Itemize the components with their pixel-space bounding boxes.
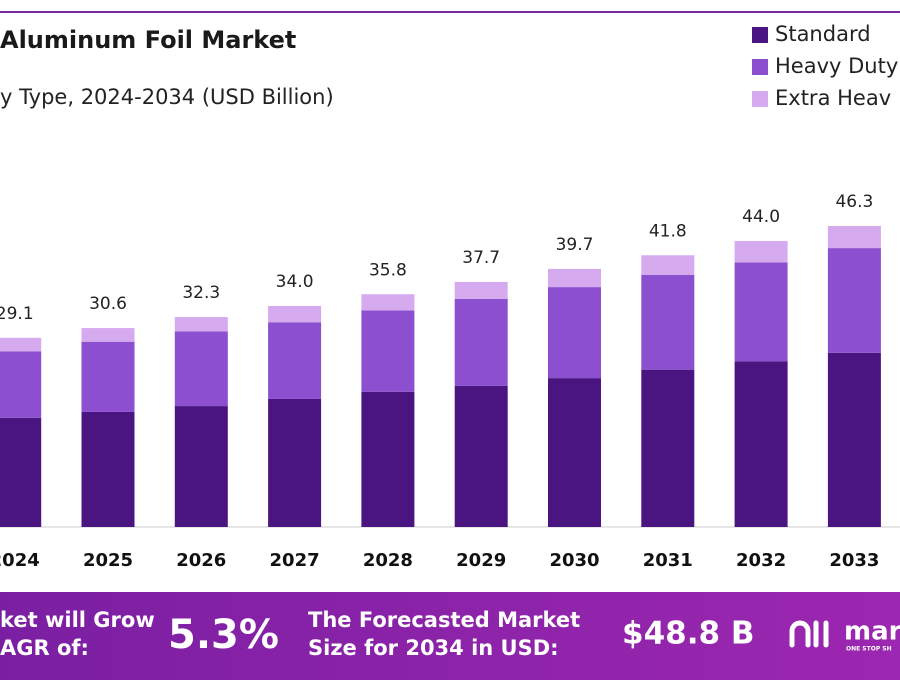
x-tick-label: 2025: [83, 550, 133, 571]
total-label: 32.3: [182, 283, 220, 303]
legend-swatch: [752, 27, 768, 43]
total-label: 34.0: [276, 272, 314, 292]
legend-swatch: [752, 91, 768, 107]
total-label: 30.6: [89, 294, 127, 314]
legend-label: Heavy Duty: [775, 54, 898, 78]
bar-segment: [827, 226, 881, 249]
bar-segment: [734, 361, 788, 527]
chart-title: Aluminum Foil Market: [0, 26, 296, 54]
total-label: 44.0: [742, 207, 780, 227]
bar-segment: [0, 337, 42, 352]
bar-segment: [361, 391, 415, 527]
logo-icon: [789, 620, 829, 648]
forecast-value: $48.8 B: [622, 616, 754, 652]
banner-text: Size for 2034 in USD:: [308, 636, 559, 660]
x-tick-label: 2027: [270, 550, 320, 571]
bar-segment: [81, 411, 135, 527]
banner-text: AGR of:: [0, 636, 89, 660]
x-tick-label: 2029: [456, 550, 506, 571]
bar-segment: [268, 305, 322, 323]
bar-segment: [641, 255, 695, 275]
legend-label: Extra Heav: [775, 86, 891, 110]
banner: [0, 592, 900, 680]
legend-swatch: [752, 59, 768, 75]
bar-segment: [268, 398, 322, 527]
bar-segment: [0, 351, 42, 418]
x-tick-label: 2033: [829, 550, 879, 571]
banner-text: ket will Grow: [0, 608, 155, 632]
bar-segment: [548, 287, 601, 379]
x-tick-label: 2030: [549, 550, 599, 571]
logo-text: mar: [844, 617, 900, 647]
x-tick-label: 2024: [0, 550, 40, 571]
bar-segment: [548, 378, 601, 527]
bar-segment: [827, 352, 881, 527]
total-label: 29.1: [0, 304, 34, 324]
bar-segment: [361, 294, 415, 311]
bar-segment: [81, 341, 135, 412]
chart-subtitle: y Type, 2024-2034 (USD Billion): [0, 85, 334, 109]
bar-segment: [827, 248, 881, 353]
total-label: 35.8: [369, 260, 407, 280]
total-label: 37.7: [462, 248, 500, 268]
bar-segment: [81, 328, 135, 342]
bar-segment: [174, 406, 228, 527]
bar-segment: [361, 310, 415, 392]
bar-segment: [641, 274, 695, 370]
bar-segment: [548, 268, 601, 288]
bar-segment: [174, 331, 228, 407]
bar-segment: [454, 385, 508, 527]
x-tick-label: 2026: [176, 550, 226, 571]
x-tick-label: 2028: [363, 550, 413, 571]
bar-segment: [454, 281, 508, 299]
legend-label: Standard: [775, 22, 871, 46]
total-label: 46.3: [835, 192, 873, 212]
total-label: 41.8: [649, 221, 687, 241]
x-tick-label: 2032: [736, 550, 786, 571]
bar-segment: [734, 240, 788, 263]
total-label: 39.7: [556, 235, 594, 255]
logo-tagline: ONE STOP SH: [846, 646, 892, 653]
cagr-value: 5.3%: [168, 612, 279, 658]
bar-segment: [734, 262, 788, 362]
bar-segment: [454, 298, 508, 386]
bar-segment: [641, 369, 695, 527]
banner-text: The Forecasted Market: [308, 608, 580, 632]
bar-segment: [268, 322, 322, 399]
x-tick-label: 2031: [643, 550, 693, 571]
bar-segment: [174, 317, 228, 332]
bar-segment: [0, 417, 42, 527]
